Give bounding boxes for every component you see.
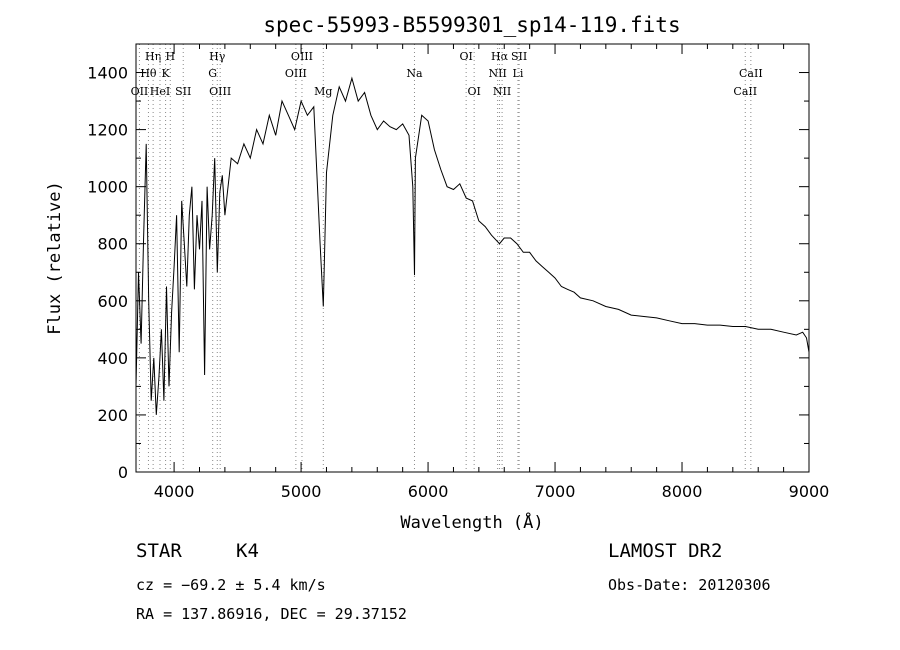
marker-label-3: HeI [150, 85, 170, 98]
y-tick-label-1: 200 [97, 406, 128, 425]
marker-label-0: OII [131, 85, 149, 98]
y-tick-label-2: 400 [97, 349, 128, 368]
marker-label-20: SII [511, 50, 527, 63]
x-tick-label-0: 4000 [154, 482, 195, 501]
marker-label-5: H [165, 50, 175, 63]
marker-label-12: Mg [314, 85, 332, 98]
marker-label-11: OIII [291, 50, 313, 63]
marker-label-4: K [161, 67, 170, 80]
marker-label-21: CaII [733, 85, 757, 98]
x-axis-label: Wavelength (Å) [400, 511, 543, 533]
marker-label-22: CaII [739, 67, 763, 80]
y-tick-label-5: 1000 [87, 178, 128, 197]
marker-label-13: Na [406, 67, 423, 80]
marker-label-14: OI [459, 50, 472, 63]
x-tick-label-5: 9000 [789, 482, 830, 501]
x-tick-label-4: 8000 [662, 482, 703, 501]
marker-label-2: Hη [145, 50, 161, 63]
observation-date: Obs-Date: 20120306 [608, 576, 771, 594]
y-tick-label-4: 800 [97, 235, 128, 254]
marker-label-8: Hγ [209, 50, 226, 63]
marker-label-1: Hθ [140, 67, 157, 80]
spectrum-line-0 [135, 76, 810, 415]
x-tick-label-3: 7000 [535, 482, 576, 501]
object-subclass: K4 [236, 540, 259, 562]
y-tick-label-6: 1200 [87, 121, 128, 140]
spectral-line-markers: OII Hθ Hη HeI KH SII G Hγ OIII OIII OIII Mg Na OI OI NI… [131, 44, 763, 472]
coordinates: RA = 137.86916, DEC = 29.37152 [136, 605, 407, 623]
object-class: STAR [136, 540, 182, 562]
y-tick-label-3: 600 [97, 292, 128, 311]
marker-label-15: OI [467, 85, 480, 98]
y-axis-label: Flux (relative) [45, 181, 65, 335]
marker-label-16: NII [488, 67, 506, 80]
y-tick-label-7: 1400 [87, 64, 128, 83]
x-tick-label-2: 6000 [408, 482, 449, 501]
x-tick-label-1: 5000 [281, 482, 322, 501]
marker-label-10: OIII [285, 67, 307, 80]
redshift-value: cz = −69.2 ± 5.4 km/s [136, 576, 326, 594]
marker-label-7: G [208, 67, 217, 80]
marker-label-9: OIII [209, 85, 231, 98]
marker-label-19: Li [513, 67, 524, 80]
marker-label-17: Hα [491, 50, 509, 63]
chart-title: spec-55993-B5599301_sp14-119.fits [263, 13, 680, 37]
marker-label-6: SII [175, 85, 191, 98]
marker-label-18: NII [493, 85, 511, 98]
spectrum-series [135, 76, 810, 415]
y-tick-label-0: 0 [118, 463, 128, 482]
plot-frame [135, 43, 810, 473]
survey-name: LAMOST DR2 [608, 540, 723, 562]
axis-ticks: 4000 5000 6000 7000 8000 9000 0 200 400 600 800 100… [87, 44, 829, 501]
